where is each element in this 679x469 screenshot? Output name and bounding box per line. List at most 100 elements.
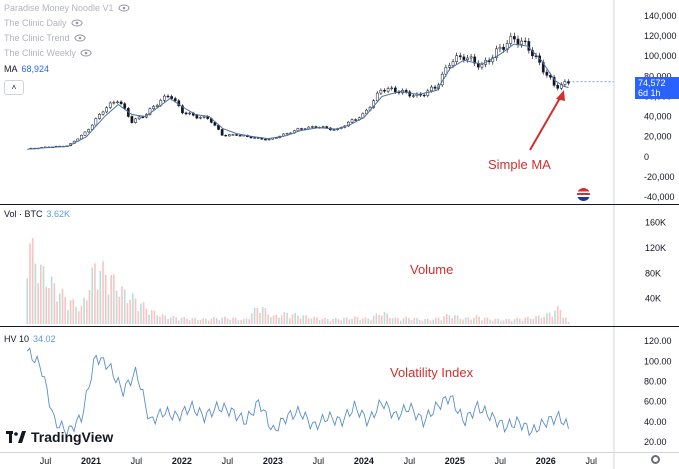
volume-bar [145, 308, 148, 324]
candle-body [386, 88, 390, 92]
time-tick-label: 2023 [263, 456, 283, 466]
candle-body [231, 134, 235, 136]
price-pane [27, 32, 614, 150]
volume-bar [348, 319, 351, 324]
volume-bar [291, 314, 294, 324]
volume-bar [537, 315, 540, 324]
volume-bar [150, 310, 153, 324]
time-tick-label: 2022 [172, 456, 192, 466]
volume-bar [435, 317, 437, 324]
legend-label: The Clinic Daily [4, 18, 67, 28]
candle-body [466, 57, 469, 60]
gear-icon[interactable] [651, 455, 660, 464]
volume-bar [505, 318, 508, 324]
tradingview-logo[interactable]: TradingView [6, 429, 113, 445]
candle-body [90, 124, 94, 130]
candle-body [224, 134, 228, 137]
volume-bar [481, 320, 483, 324]
collapse-legend-button[interactable]: ˄ [4, 80, 24, 95]
volume-bar [513, 319, 516, 324]
volume-bar [113, 274, 115, 324]
volume-bar [188, 320, 191, 324]
legend-item-clinic-trend[interactable]: The Clinic Trend [4, 33, 86, 43]
volume-bar [199, 319, 202, 324]
volume-bar [532, 319, 535, 324]
eye-icon[interactable] [71, 19, 83, 27]
legend-item-ma[interactable]: MA 68,924 [4, 64, 49, 74]
candle-body [130, 116, 134, 123]
volume-bar [94, 263, 96, 324]
candle-body [310, 126, 314, 128]
legend-item-clinic-daily[interactable]: The Clinic Daily [4, 18, 83, 28]
volume-bar [80, 305, 83, 324]
volume-bar [148, 314, 150, 324]
volume-bar [123, 289, 126, 324]
volume-bar [259, 312, 261, 324]
ma-value: 68,924 [21, 64, 50, 74]
volume-bar [172, 315, 175, 324]
volume-bar [535, 316, 537, 324]
volume-bar [367, 318, 370, 324]
volume-bar [565, 317, 567, 324]
volume-bar [380, 315, 383, 324]
volume-bar [467, 317, 470, 324]
hv-value: 34.02 [33, 334, 56, 344]
eye-icon[interactable] [80, 49, 92, 57]
time-tick-label: Jul [586, 456, 598, 466]
volume-bar [527, 316, 529, 324]
hv-tick-label: 120.00 [644, 336, 672, 346]
volume-bar [524, 317, 527, 324]
volume-bar [169, 317, 172, 324]
volume-bar [40, 264, 42, 324]
candle-body [264, 138, 267, 141]
volume-bar [232, 317, 234, 324]
candle-body [422, 94, 426, 97]
eye-icon[interactable] [74, 34, 86, 42]
volume-bar [386, 313, 389, 324]
volume-bar [313, 316, 315, 324]
volume-bar [497, 318, 499, 324]
volume-bar [551, 316, 554, 324]
volume-bar [245, 318, 248, 324]
price-tick-label: 120,000 [644, 31, 677, 41]
volume-bar [202, 318, 204, 324]
candle-body [83, 131, 87, 136]
candle-body [531, 50, 534, 57]
volume-bar [267, 314, 269, 324]
volume-pane [26, 238, 570, 324]
volume-bar [37, 283, 39, 324]
tradingview-logo-icon [6, 431, 26, 443]
volume-annotation: Volume [410, 262, 454, 277]
volume-bar [567, 321, 570, 324]
candle-body [480, 64, 484, 68]
volume-bar [75, 306, 77, 324]
volume-bar [286, 312, 288, 324]
candle-body [300, 128, 303, 130]
volume-tick-label: 160K [645, 218, 666, 228]
candle-body [253, 137, 256, 139]
volume-bar [72, 299, 75, 324]
legend-item-clinic-weekly[interactable]: The Clinic Weekly [4, 48, 92, 58]
candle-body [108, 102, 112, 108]
candle-body [98, 114, 101, 119]
volume-bar [445, 313, 448, 324]
legend-item-paradise[interactable]: Paradise Money Noodle V1 [4, 3, 130, 13]
price-tick-label: -40,000 [644, 192, 675, 202]
volume-bar [96, 289, 99, 324]
candle-body [148, 108, 152, 115]
volume-bar [475, 315, 478, 324]
candle-body [545, 71, 549, 76]
us-flag-icon[interactable] [577, 188, 590, 201]
volume-bar [456, 315, 459, 324]
volume-bar [375, 313, 378, 324]
eye-icon[interactable] [118, 4, 130, 12]
volume-bar [426, 318, 429, 324]
candle-body [188, 112, 192, 115]
price-tick-label: 40,000 [644, 112, 672, 122]
candle-body [202, 116, 206, 118]
volume-bar [132, 293, 134, 324]
price-tick-label: 140,000 [644, 11, 677, 21]
volume-bar [305, 315, 307, 324]
volume-bar [345, 317, 348, 324]
volume-bar [221, 317, 223, 324]
